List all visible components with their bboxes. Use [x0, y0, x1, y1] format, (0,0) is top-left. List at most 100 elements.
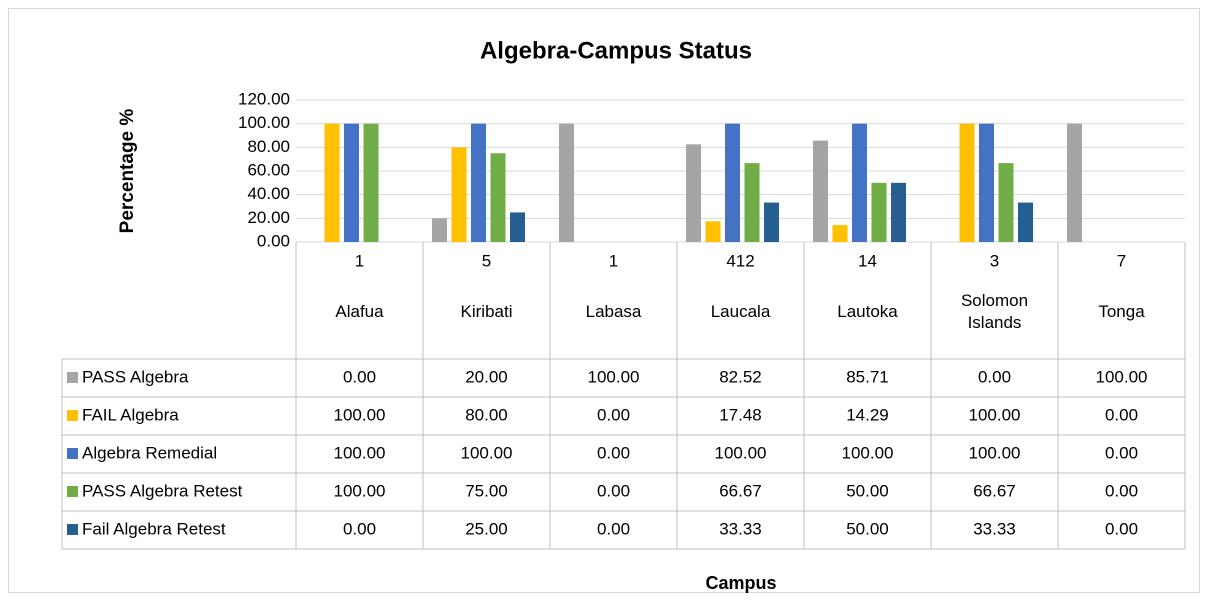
y-tick-label: 60.00: [247, 160, 290, 179]
table-value: 17.48: [719, 405, 762, 424]
chart-frame: [8, 8, 1200, 593]
category-count: 14: [858, 251, 877, 270]
legend-label: PASS Algebra Retest: [82, 481, 243, 500]
category-count: 7: [1117, 251, 1126, 270]
table-value: 33.33: [973, 519, 1016, 538]
y-tick-label: 80.00: [247, 137, 290, 156]
x-axis-label: Campus: [705, 573, 776, 593]
category-count: 412: [726, 251, 754, 270]
category-label: Lautoka: [837, 302, 898, 321]
y-tick-label: 100.00: [238, 113, 290, 132]
legend-key: [67, 486, 78, 497]
bar: [871, 182, 887, 242]
bar: [832, 225, 848, 242]
table-value: 82.52: [719, 367, 762, 386]
chart-title: Algebra-Campus Status: [480, 37, 752, 64]
table-value: 25.00: [465, 519, 508, 538]
table-value: 75.00: [465, 481, 508, 500]
category-label: Kiribati: [460, 302, 513, 321]
table-value: 100.00: [1096, 367, 1148, 386]
table-value: 0.00: [1105, 519, 1138, 538]
bar: [344, 123, 359, 242]
y-tick-label: 20.00: [247, 208, 290, 227]
bar: [324, 123, 340, 242]
table-value: 50.00: [846, 519, 889, 538]
bar: [998, 163, 1014, 242]
bar: [1067, 123, 1082, 242]
bar: [471, 123, 486, 242]
table-value: 20.00: [465, 367, 508, 386]
table-value: 0.00: [597, 481, 630, 500]
table-value: 0.00: [1105, 443, 1138, 462]
table-value: 100.00: [334, 443, 386, 462]
table-value: 100.00: [334, 481, 386, 500]
table-value: 0.00: [597, 519, 630, 538]
category-label: Laucala: [710, 302, 771, 321]
legend-label: Algebra Remedial: [82, 443, 217, 462]
bar: [705, 221, 721, 242]
category-label: Solomon Islands: [960, 291, 1029, 332]
table-value: 0.00: [1105, 405, 1138, 424]
table-value: 100.00: [461, 443, 513, 462]
bar: [744, 163, 760, 242]
bar: [979, 123, 994, 242]
table-value: 100.00: [334, 405, 386, 424]
category-label: Labasa: [585, 302, 642, 321]
category-count: 5: [482, 251, 491, 270]
table-value: 0.00: [978, 367, 1011, 386]
table-value: 100.00: [969, 443, 1021, 462]
table-value: 33.33: [719, 519, 762, 538]
legend-label: PASS Algebra: [82, 367, 189, 386]
table-value: 50.00: [846, 481, 889, 500]
bar: [764, 202, 779, 242]
bar: [432, 218, 447, 242]
category-label: Alafua: [335, 302, 384, 321]
category-label: Tonga: [1098, 302, 1145, 321]
table-value: 66.67: [973, 481, 1016, 500]
bar: [490, 153, 506, 242]
legend-key: [67, 410, 78, 421]
category-count: 1: [609, 251, 618, 270]
y-axis-label: Percentage %: [117, 109, 138, 234]
legend-label: Fail Algebra Retest: [82, 519, 226, 538]
category-count: 1: [355, 251, 364, 270]
table-value: 100.00: [969, 405, 1021, 424]
table-value: 0.00: [597, 405, 630, 424]
table-value: 14.29: [846, 405, 889, 424]
category-count: 3: [990, 251, 999, 270]
legend-key: [67, 524, 78, 535]
category-label: Labasa: [585, 302, 642, 321]
legend-label: FAIL Algebra: [82, 405, 179, 424]
category-label: Tonga: [1098, 302, 1145, 321]
category-label: Lautoka: [837, 302, 898, 321]
table-value: 66.67: [719, 481, 762, 500]
legend-key: [67, 372, 78, 383]
bar: [363, 123, 379, 242]
y-tick-label: 40.00: [247, 184, 290, 203]
table-value: 0.00: [1105, 481, 1138, 500]
category-label: Alafua: [335, 302, 384, 321]
table-value: 0.00: [597, 443, 630, 462]
legend-key: [67, 448, 78, 459]
bar: [891, 182, 906, 242]
bar: [959, 123, 975, 242]
bar: [725, 123, 740, 242]
bar: [686, 144, 701, 242]
table-value: 0.00: [343, 367, 376, 386]
category-label: Solomon Islands: [960, 291, 1029, 332]
bar: [813, 140, 828, 242]
table-value: 85.71: [846, 367, 889, 386]
y-tick-label: 0.00: [257, 231, 290, 250]
bar: [1018, 202, 1033, 242]
table-value: 100.00: [842, 443, 894, 462]
bar: [852, 123, 867, 242]
bar: [510, 212, 525, 242]
bar: [451, 147, 467, 242]
category-label: Kiribati: [460, 302, 513, 321]
table-value: 0.00: [343, 519, 376, 538]
table-value: 100.00: [715, 443, 767, 462]
table-value: 100.00: [588, 367, 640, 386]
bar: [559, 123, 574, 242]
table-value: 80.00: [465, 405, 508, 424]
